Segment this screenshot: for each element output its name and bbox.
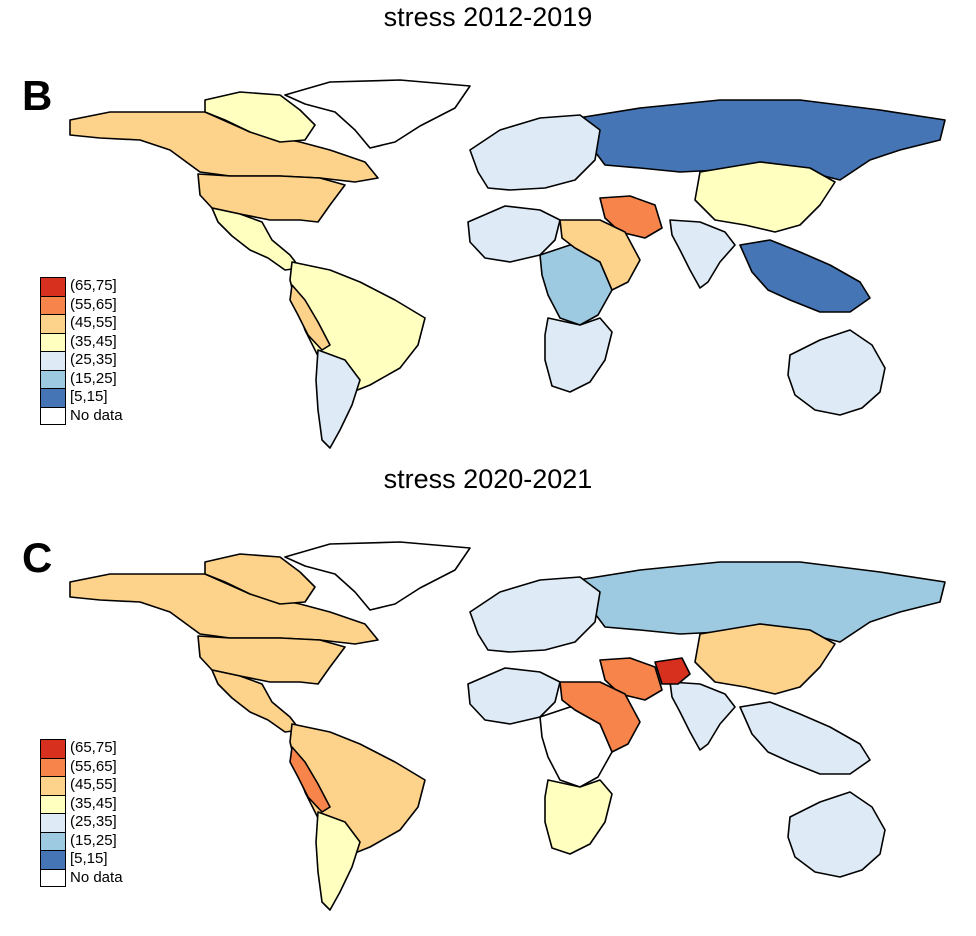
legend-item: (15,25] <box>40 831 123 850</box>
legend-label: (35,45] <box>70 332 117 350</box>
panel-title: stress 2012-2019 <box>383 2 593 32</box>
region-southeast-asia <box>739 701 871 775</box>
legend-label: (15,25] <box>70 831 117 849</box>
legend-label: (55,65] <box>70 757 117 775</box>
legend-swatch <box>40 314 66 333</box>
map-panel-b: stress 2012-2019 B (65,75] (55,65] (45,55]… <box>0 0 976 460</box>
legend-label: No data <box>70 868 123 886</box>
region-africa-east <box>559 681 641 753</box>
region-greenland <box>284 541 471 611</box>
legend-item: (45,55] <box>40 776 123 795</box>
legend-swatch <box>40 776 66 795</box>
world-map <box>69 79 946 449</box>
region-southeast-asia <box>739 239 871 313</box>
legend-item: (65,75] <box>40 739 123 758</box>
region-chile-argentina <box>315 811 361 911</box>
region-europe <box>469 114 601 191</box>
legend-item: [5,15] <box>40 850 123 869</box>
region-australia <box>787 329 886 416</box>
region-north-america <box>69 111 379 183</box>
region-canada-north <box>204 91 316 143</box>
region-africa-west <box>467 205 561 263</box>
region-afghanistan <box>654 657 691 685</box>
legend-swatch <box>40 794 66 813</box>
region-russia <box>577 561 946 643</box>
region-chile-argentina <box>315 349 361 449</box>
legend: (65,75] (55,65] (45,55] (35,45] (25,35] (15,2… <box>40 277 123 425</box>
legend-item: No data <box>40 868 123 887</box>
region-china <box>694 623 836 695</box>
legend-label: [5,15] <box>70 388 108 406</box>
region-canada-north <box>204 553 316 605</box>
legend-swatch <box>40 388 66 407</box>
legend-label: (55,65] <box>70 295 117 313</box>
region-africa-south <box>544 779 613 855</box>
region-africa-south <box>544 317 613 393</box>
region-russia <box>577 99 946 181</box>
legend-swatch <box>40 868 66 887</box>
legend-item: (25,35] <box>40 351 123 370</box>
legend-label: (65,75] <box>70 277 117 295</box>
legend-item: No data <box>40 406 123 425</box>
region-india <box>669 219 736 289</box>
legend-label: (45,55] <box>70 776 117 794</box>
legend-item: (45,55] <box>40 314 123 333</box>
legend-label: (15,25] <box>70 369 117 387</box>
region-europe <box>469 576 601 653</box>
region-india <box>669 681 736 751</box>
region-africa-east <box>559 219 641 291</box>
legend-label: No data <box>70 406 123 424</box>
region-greenland <box>284 79 471 149</box>
legend-swatch <box>40 277 66 296</box>
legend-swatch <box>40 332 66 351</box>
region-australia <box>787 791 886 878</box>
panel-letter: C <box>22 534 53 581</box>
legend-label: (35,45] <box>70 794 117 812</box>
legend-item: (15,25] <box>40 369 123 388</box>
region-peru <box>289 746 331 813</box>
legend-swatch <box>40 406 66 425</box>
legend-swatch <box>40 813 66 832</box>
region-china <box>694 161 836 233</box>
legend-item: (35,45] <box>40 332 123 351</box>
legend-item: (55,65] <box>40 757 123 776</box>
legend-swatch <box>40 831 66 850</box>
legend-swatch <box>40 295 66 314</box>
legend-swatch <box>40 739 66 758</box>
region-north-america <box>69 573 379 645</box>
region-africa-west <box>467 667 561 725</box>
legend-label: (25,35] <box>70 813 117 831</box>
legend-item: (55,65] <box>40 295 123 314</box>
legend-label: [5,15] <box>70 850 108 868</box>
legend-swatch <box>40 850 66 869</box>
region-peru <box>289 284 331 351</box>
panel-letter: B <box>22 72 53 119</box>
legend-label: (25,35] <box>70 351 117 369</box>
world-map <box>69 541 946 911</box>
legend-item: (35,45] <box>40 794 123 813</box>
legend-swatch <box>40 351 66 370</box>
map-panel-c: stress 2020-2021 C (65,75] (55,65] (45,55]… <box>0 462 976 922</box>
legend-swatch <box>40 369 66 388</box>
legend-item: (25,35] <box>40 813 123 832</box>
legend: (65,75] (55,65] (45,55] (35,45] (25,35] (15,2… <box>40 739 123 887</box>
legend-label: (45,55] <box>70 314 117 332</box>
legend-label: (65,75] <box>70 739 117 757</box>
legend-item: (65,75] <box>40 277 123 296</box>
legend-item: [5,15] <box>40 388 123 407</box>
panel-title: stress 2020-2021 <box>383 464 593 494</box>
legend-swatch <box>40 757 66 776</box>
